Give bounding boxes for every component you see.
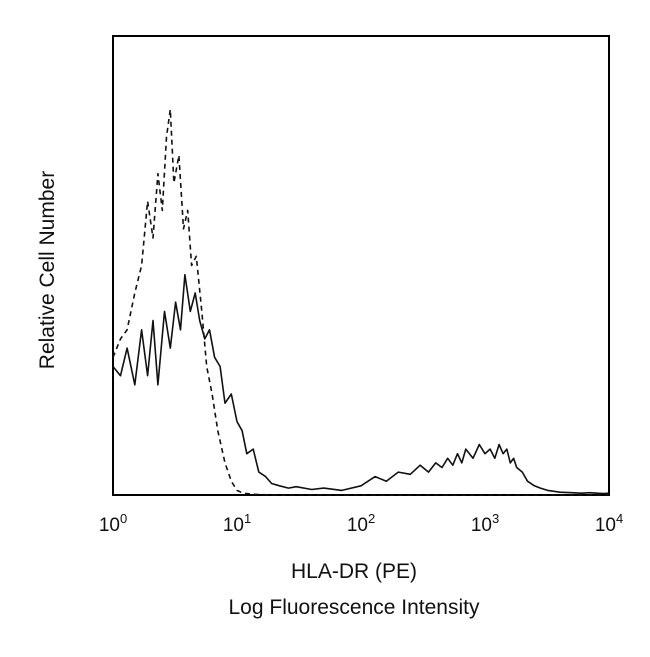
plot-frame [112, 35, 610, 496]
y-axis-title: Relative Cell Number [36, 171, 59, 369]
x-tick-label: 100 [99, 511, 127, 536]
series-solid-line [112, 273, 610, 495]
x-tick-labels: 100 101 102 103 104 [99, 511, 623, 536]
x-tick-label: 103 [471, 511, 499, 536]
series-layer [112, 108, 610, 496]
x-tick-label: 102 [347, 511, 375, 536]
x-tick-label: 101 [223, 511, 251, 536]
x-tick-label: 104 [595, 511, 623, 536]
series-dashed-line [112, 108, 609, 496]
x-axis-title-line-2: Log Fluorescence Intensity [229, 596, 480, 619]
x-axis-title-line-1: HLA-DR (PE) [291, 560, 417, 583]
